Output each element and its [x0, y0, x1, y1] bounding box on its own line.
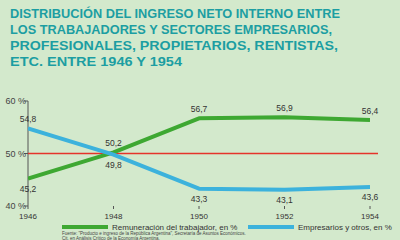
series-line: [28, 117, 370, 178]
x-tick-label: 1950: [190, 212, 208, 221]
plot-area: [28, 117, 370, 189]
reference-line: [28, 153, 378, 155]
data-label: 56,4: [362, 106, 379, 116]
data-label: 43,3: [191, 194, 208, 204]
data-label: 45,2: [20, 184, 37, 194]
legend-swatch: [62, 225, 108, 229]
x-tick: [113, 206, 114, 209]
title: PROFESIONALES, PROPIETARIOS, RENTISTAS,: [10, 38, 338, 53]
source: Cit. en Análisis Crítico de la Economía …: [62, 236, 160, 240]
title: DISTRIBUCIÓN DEL INGRESO NETO INTERNO EN…: [10, 6, 340, 21]
data-label: 54,8: [20, 114, 37, 124]
x-tick-label: 1954: [361, 212, 379, 221]
x-tick: [28, 206, 29, 209]
data-label: 43,1: [276, 195, 293, 205]
x-tick-label: 1946: [19, 212, 37, 221]
data-label: 49,8: [105, 160, 122, 170]
x-tick: [199, 206, 200, 209]
title: ETC. ENTRE 1946 Y 1954: [10, 54, 183, 69]
x-tick-label: 1952: [276, 212, 294, 221]
y-tick-label: 40 %: [5, 201, 26, 211]
x-tick: [370, 206, 371, 209]
data-label: 56,9: [276, 103, 293, 113]
background: [0, 0, 400, 240]
data-label: 50,2: [105, 138, 122, 148]
chart: DISTRIBUCIÓN DEL INGRESO NETO INTERNO EN…: [0, 0, 400, 240]
x-tick: [284, 206, 285, 209]
legend-swatch: [248, 225, 294, 229]
title: LOS TRABAJADORES Y SECTORES EMPRESARIOS,: [10, 22, 332, 37]
x-tick-label: 1948: [105, 212, 123, 221]
data-label: 43,6: [362, 192, 379, 202]
series-line: [28, 128, 370, 189]
legend-label: Empresarios y otros, en %: [298, 223, 392, 232]
data-label: 56,7: [191, 104, 208, 114]
y-tick-label: 50 %: [5, 149, 26, 159]
y-tick-label: 60 %: [5, 96, 26, 106]
